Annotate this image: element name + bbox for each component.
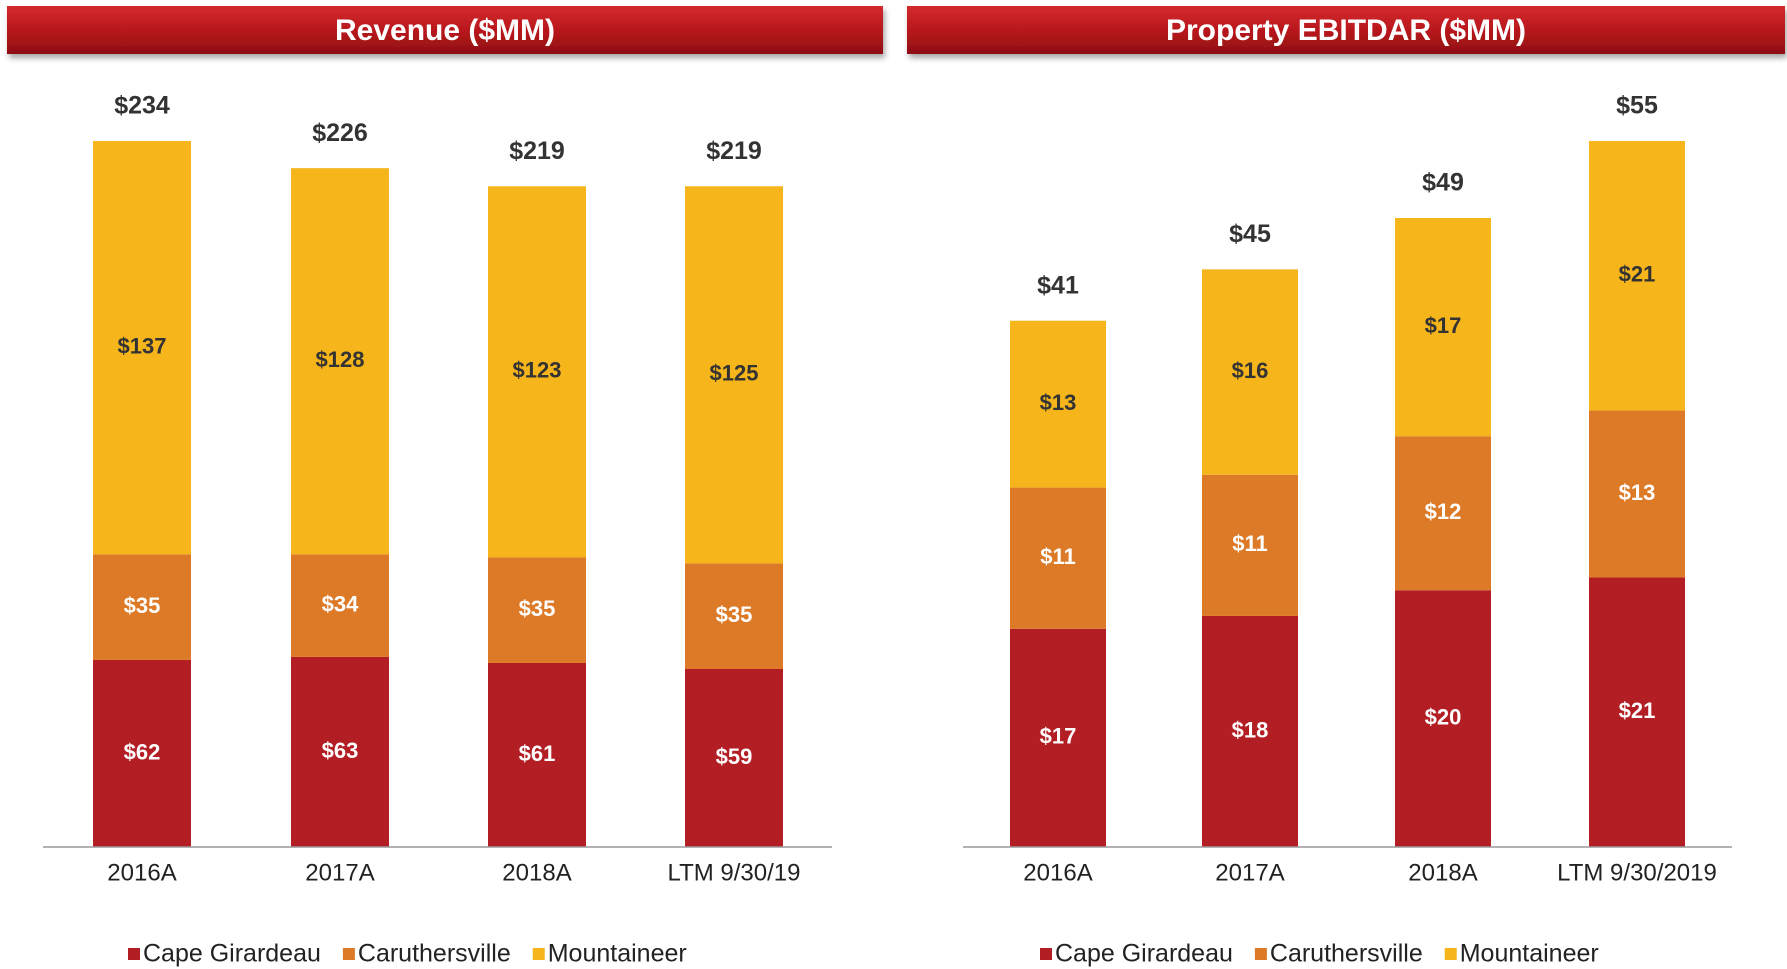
legend-label: Mountaineer [548,940,687,968]
bar-segment [1202,474,1298,616]
legend-swatch [128,948,140,960]
segment-label: $35 [716,602,753,627]
segment-label: $125 [710,361,759,386]
bar-segment [93,141,191,555]
bar-segment [1395,590,1491,847]
total-label: $49 [1422,169,1464,197]
x-tick-label: LTM 9/30/19 [668,859,801,886]
x-tick-label: 2016A [1023,859,1092,886]
segment-label: $62 [124,739,161,764]
legend-label: Cape Girardeau [1055,940,1233,968]
legend-label: Caruthersville [1270,940,1423,968]
segment-label: $137 [118,333,167,358]
header-bar [907,6,1785,54]
segment-label: $13 [1619,480,1656,505]
total-label: $219 [706,137,762,165]
bar-segment [291,554,389,657]
bar-segment [488,557,586,663]
legend-label: Caruthersville [358,940,511,968]
total-label: $55 [1616,92,1658,120]
bar-segment [685,186,783,564]
segment-label: $21 [1619,698,1656,723]
bar-segment [488,662,586,847]
bar-segment [291,168,389,555]
segment-label: $61 [519,741,556,766]
x-tick-label: 2017A [1215,859,1284,886]
bar-segment [1589,577,1685,847]
segment-label: $12 [1425,499,1462,524]
chart-title: Property EBITDAR ($MM) [1166,14,1526,47]
bar-segment [1202,615,1298,847]
x-tick-label: 2017A [305,859,374,886]
segment-label: $59 [716,744,753,769]
legend-swatch [342,948,355,960]
segment-label: $35 [519,596,556,621]
segment-label: $16 [1232,358,1269,383]
segment-label: $17 [1425,313,1462,338]
segment-label: $21 [1619,262,1656,287]
bar-segment [1589,141,1685,411]
legend-label: Cape Girardeau [143,940,321,968]
bar-segment [685,563,783,669]
x-tick-label: LTM 9/30/2019 [1557,859,1717,886]
segment-label: $13 [1040,390,1077,415]
bar-segment [1010,628,1106,847]
segment-label: $63 [322,738,359,763]
bar-segment [1395,218,1491,437]
bar-segment [1395,436,1491,591]
bar-segment [291,656,389,847]
segment-label: $128 [316,347,365,372]
chart-title: Revenue ($MM) [335,14,555,47]
segment-label: $35 [124,593,161,618]
x-tick-label: 2018A [1408,859,1477,886]
legend-swatch [1444,948,1457,960]
bar-segment [1010,487,1106,629]
segment-label: $34 [322,591,359,616]
bar-segment [1010,320,1106,488]
segment-label: $11 [1040,544,1076,569]
total-label: $219 [509,137,565,165]
bar-segment [93,659,191,847]
segment-label: $11 [1232,531,1268,556]
legend-swatch [1040,948,1052,960]
segment-label: $17 [1040,724,1077,749]
total-label: $41 [1037,271,1079,299]
segment-label: $18 [1232,717,1269,742]
total-label: $226 [312,119,368,147]
legend-swatch [532,948,545,960]
bar-segment [685,668,783,847]
legend-label: Mountaineer [1460,940,1599,968]
bar-segment [1202,269,1298,475]
x-tick-label: 2018A [502,859,571,886]
bar-segment [1589,410,1685,578]
header-bar [7,6,883,54]
x-tick-label: 2016A [107,859,176,886]
total-label: $234 [114,92,170,120]
bar-segment [488,186,586,558]
bar-segment [93,554,191,660]
total-label: $45 [1229,220,1271,248]
segment-label: $20 [1425,704,1462,729]
legend-swatch [1254,948,1267,960]
segment-label: $123 [513,358,562,383]
